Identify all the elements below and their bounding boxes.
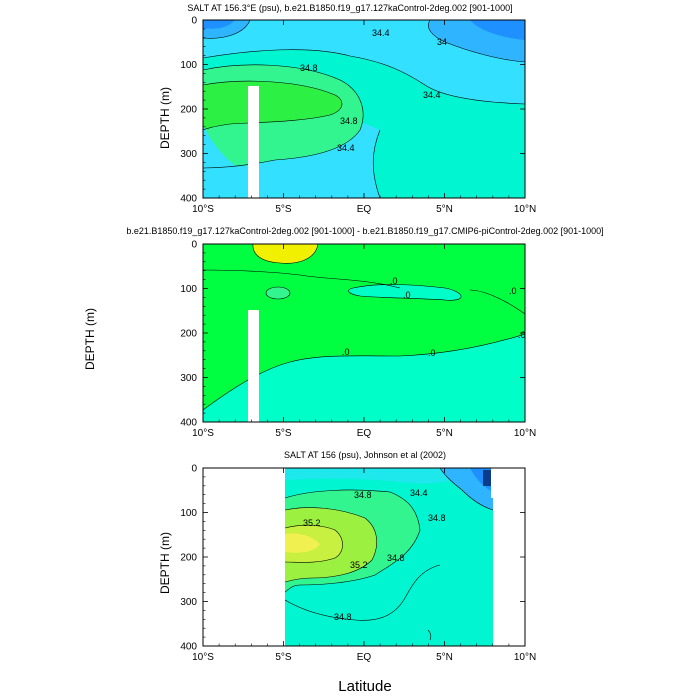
x-tick-label: 5°S: [275, 652, 292, 663]
panel-2-contour-labels: .0 .0 .0 .0 .0 .0: [342, 276, 526, 358]
x-axis-label: Latitude: [338, 678, 392, 695]
x-tick-label: 10°N: [514, 428, 536, 439]
clabel-1-0: 34.4: [372, 28, 390, 38]
y-tick-label: 100: [180, 60, 197, 71]
clabel-1-4: 34.8: [340, 116, 358, 126]
panel-1-contour-labels: 34.4 34 34.8 34.4 34.8 34.4: [300, 28, 447, 153]
fill-near-zero-patch: [348, 284, 462, 301]
x-tick-label: 5°N: [436, 204, 453, 215]
clabel-2-3: .0: [518, 330, 526, 340]
x-tick-label: EQ: [357, 204, 372, 215]
fill-saltiest: [203, 81, 342, 130]
panel-1-axes: 10°S 5°S EQ 5°N 10°N 0 100 200 300 400: [180, 16, 536, 216]
y-tick-label: 400: [180, 194, 197, 205]
panel-1-no-data-column: [248, 86, 259, 198]
x-tick-label: 5°N: [436, 652, 453, 663]
x-tick-label: EQ: [357, 652, 372, 663]
x-tick-label: 10°N: [514, 204, 536, 215]
clabel-1-2: 34.8: [300, 63, 318, 73]
fill-fresher-ne: [470, 20, 525, 40]
fill-positive: [252, 244, 318, 264]
panel-2-title: b.e21.B1850.f19_g17.127kaControl-2deg.00…: [126, 226, 604, 236]
x-tick-label: 5°S: [275, 428, 292, 439]
fill-fresher-nw: [203, 20, 235, 29]
y-tick-label: 0: [191, 240, 197, 251]
clabel-2-1: .0: [403, 290, 411, 300]
y-tick-label: 0: [191, 16, 197, 27]
x-tick-label: 10°S: [192, 428, 214, 439]
x-tick-label: EQ: [357, 428, 372, 439]
y-tick-label: 300: [180, 149, 197, 160]
clabel-2-2: .0: [509, 286, 517, 296]
y-tick-label: 200: [180, 553, 197, 564]
clabel-1-5: 34.4: [337, 143, 355, 153]
panel-3-edge-gap: [491, 468, 495, 498]
clabel-3-0: 34.8: [354, 490, 372, 500]
y-tick-label: 0: [191, 464, 197, 475]
x-tick-label: 10°N: [514, 652, 536, 663]
clabel-3-1: 34.4: [410, 488, 428, 498]
panel-3-title: SALT AT 156 (psu), Johnson et al (2002): [284, 450, 446, 460]
panel-2-no-data-column: [248, 310, 259, 422]
panel-2-contours: [203, 244, 525, 411]
y-tick-label: 400: [180, 642, 197, 653]
panel-1-title: SALT AT 156.3°E (psu), b.e21.B1850.f19_g…: [187, 3, 513, 13]
fill-small-patch: [266, 287, 290, 299]
panel-3-axes: 10°S 5°S EQ 5°N 10°N 0 100 200 300 400: [180, 464, 536, 664]
clabel-2-4: .0: [342, 347, 350, 357]
panel-2-axes: 10°S 5°S EQ 5°N 10°N 0 100 200 300 400: [180, 240, 536, 440]
fill-freshest-ne: [483, 470, 491, 486]
fill-small-positive-mid: [203, 270, 525, 410]
y-tick-label: 100: [180, 284, 197, 295]
clabel-1-1: 34: [437, 37, 447, 47]
fill-upper-fresh: [285, 468, 493, 484]
panel-1-contours: [203, 20, 525, 198]
y-tick-label: 400: [180, 418, 197, 429]
y-tick-label: 200: [180, 329, 197, 340]
clabel-3-6: 34.8: [334, 612, 352, 622]
panel-2-field: [203, 244, 525, 422]
panel-3-field: [284, 468, 495, 646]
clabel-3-4: 35.2: [350, 560, 368, 570]
clabel-1-3: 34.4: [423, 90, 441, 100]
x-tick-label: 5°N: [436, 428, 453, 439]
y-tick-label: 300: [180, 373, 197, 384]
panel-3-contour-labels: 34.8 34.4 35.2 34.8 35.2 34.8 34.8: [303, 488, 446, 622]
y-tick-label: 200: [180, 105, 197, 116]
x-tick-label: 10°S: [192, 652, 214, 663]
clabel-2-5: .0: [428, 348, 436, 358]
y-tick-label: 300: [180, 597, 197, 608]
clabel-3-5: 34.8: [387, 553, 405, 563]
x-tick-label: 5°S: [275, 204, 292, 215]
fill-deep-mid: [203, 125, 330, 198]
x-tick-label: 10°S: [192, 204, 214, 215]
clabel-3-2: 35.2: [303, 518, 321, 528]
fill-saltiest: [285, 533, 320, 553]
clabel-2-0: .0: [390, 276, 398, 286]
y-tick-label: 100: [180, 508, 197, 519]
panel-3-contours: [284, 468, 494, 641]
panel-1-field: [203, 20, 525, 198]
clabel-3-3: 34.8: [428, 513, 446, 523]
